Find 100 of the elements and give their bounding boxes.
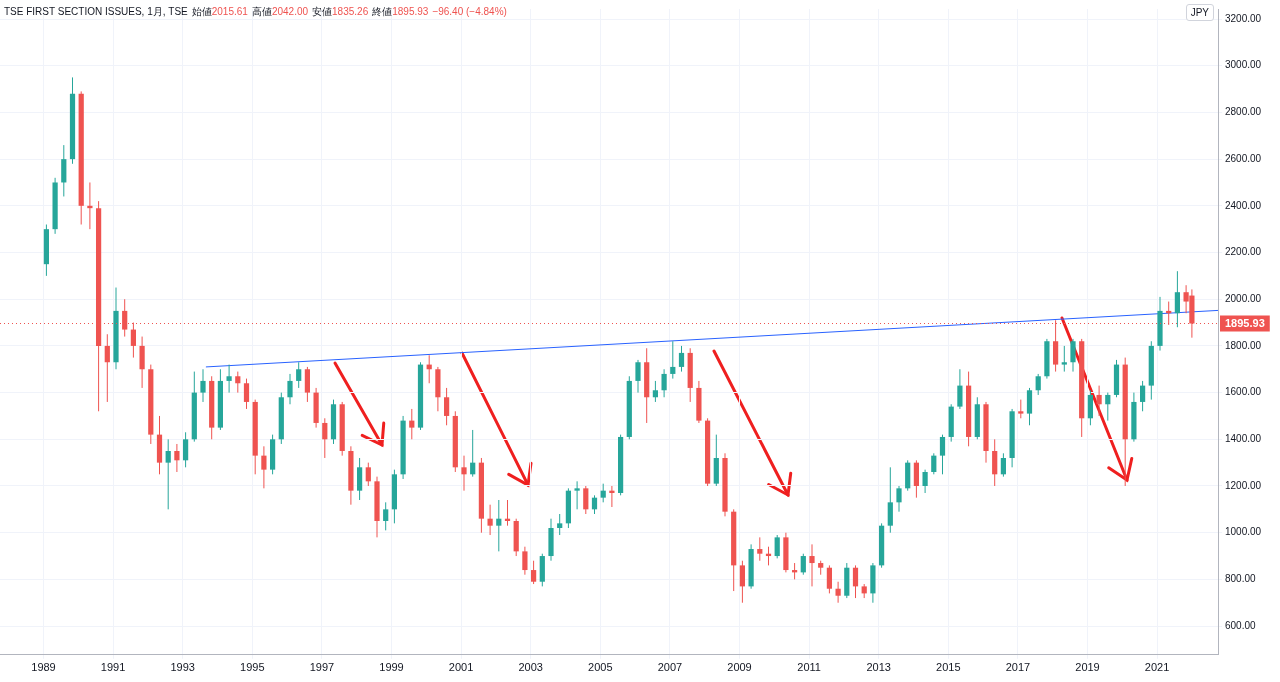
annotation: −96.40 (−4.84%) — [432, 6, 507, 17]
x-tick-label: 1993 — [170, 661, 195, 674]
candlestick — [243, 378, 250, 410]
y-tick-label: 2400.00 — [1225, 199, 1262, 211]
candlestick — [87, 181, 93, 230]
ref-line-label: 1895.93 — [1225, 316, 1265, 329]
candlestick — [287, 373, 293, 405]
candlestick — [226, 364, 232, 394]
x-tick-label: 1995 — [240, 661, 265, 674]
candlestick — [913, 459, 920, 499]
candlestick — [322, 417, 328, 459]
candlestick — [1000, 452, 1007, 478]
candlestick — [139, 336, 145, 389]
candlestick — [826, 564, 833, 594]
candlestick — [1139, 380, 1146, 412]
candlestick — [661, 368, 667, 398]
y-tick-label: 1200.00 — [1225, 479, 1262, 491]
x-tick-label: 2003 — [518, 661, 543, 674]
candlestick — [1061, 345, 1067, 373]
candlestick — [1174, 270, 1181, 328]
candlestick — [992, 438, 998, 487]
x-tick-label: 2007 — [657, 661, 683, 674]
x-tick-label: 2005 — [588, 661, 613, 674]
candlestick — [670, 340, 676, 380]
candlestick — [304, 366, 311, 403]
candlestick — [365, 462, 371, 487]
candlestick — [1035, 373, 1041, 396]
candlestick — [957, 368, 963, 410]
candlestick — [1026, 387, 1033, 426]
y-tick-label: 1400.00 — [1225, 433, 1262, 445]
candlestick — [296, 361, 302, 389]
y-tick-label: 1600.00 — [1225, 386, 1262, 398]
annotation: 安値1835.26 — [312, 6, 369, 17]
candlestick — [261, 445, 267, 489]
candlestick — [887, 466, 893, 534]
candlestick — [600, 483, 606, 503]
y-tick-label: 600.00 — [1225, 619, 1257, 631]
y-tick-label: 2000.00 — [1225, 292, 1262, 304]
y-tick-label: 2200.00 — [1225, 246, 1262, 258]
candlestick — [104, 333, 110, 403]
candlestick — [443, 387, 450, 426]
y-tick-label: 2600.00 — [1225, 152, 1262, 164]
candlestick — [1018, 399, 1024, 419]
candlestick — [1105, 392, 1111, 422]
candlestick — [383, 501, 389, 531]
x-tick-label: 1999 — [379, 661, 404, 674]
candlestick — [939, 434, 946, 475]
x-tick-label: 2017 — [1005, 661, 1031, 674]
x-tick-label: 2009 — [727, 661, 752, 674]
chart-title: TSE FIRST SECTION ISSUES, 1月, TSE — [4, 6, 188, 17]
y-tick-label: 3200.00 — [1225, 12, 1262, 24]
candlestick — [852, 564, 859, 599]
candlestick — [574, 480, 580, 510]
candlestick — [678, 345, 685, 373]
annotation: 高値2042.00 — [251, 6, 309, 17]
candlestick — [774, 534, 780, 559]
candlestick — [800, 553, 806, 576]
y-tick-label: 1800.00 — [1225, 339, 1262, 351]
candlestick — [1087, 389, 1094, 426]
candlestick — [487, 504, 493, 536]
candlestick — [61, 144, 67, 197]
candlestick — [931, 452, 937, 475]
candlestick — [835, 581, 841, 604]
candlestick — [583, 485, 589, 515]
candlestick — [356, 457, 363, 501]
candlestick — [922, 469, 928, 494]
candlestick — [739, 560, 746, 604]
y-tick-label: 3000.00 — [1225, 59, 1262, 71]
x-tick-label: 2011 — [797, 661, 821, 674]
x-tick-label: 1991 — [100, 661, 126, 674]
candlestick — [182, 431, 189, 468]
candlestick — [1096, 385, 1102, 417]
candlestick — [522, 546, 528, 576]
candlestick — [165, 438, 171, 510]
candlestick — [200, 368, 206, 403]
candlestick — [461, 455, 467, 492]
x-tick-label: 2019 — [1075, 661, 1100, 674]
y-tick-label: 1000.00 — [1225, 526, 1262, 538]
candlestick — [757, 536, 763, 562]
x-tick-label: 2001 — [448, 661, 474, 674]
candlestick — [235, 371, 241, 394]
candlestick — [1070, 338, 1076, 373]
y-tick-label: 800.00 — [1225, 573, 1257, 585]
y-tick-label: 2800.00 — [1225, 106, 1262, 118]
annotation: JPY — [1185, 4, 1214, 21]
candlestick — [557, 513, 563, 536]
candlestick — [409, 408, 415, 440]
x-tick-label: 2013 — [866, 661, 891, 674]
candlestick — [496, 499, 502, 552]
candlestick — [652, 380, 659, 403]
x-tick-label: 2015 — [936, 661, 961, 674]
candlestick — [530, 560, 537, 585]
candlestick — [174, 443, 180, 473]
x-tick-label: 2021 — [1144, 661, 1170, 674]
candlestick — [591, 494, 598, 515]
x-tick-label: 1989 — [31, 661, 56, 674]
annotation: 終値1895.93 — [372, 6, 429, 17]
candlestick — [470, 429, 476, 478]
candlestick — [809, 543, 815, 587]
candlestick — [896, 485, 902, 513]
